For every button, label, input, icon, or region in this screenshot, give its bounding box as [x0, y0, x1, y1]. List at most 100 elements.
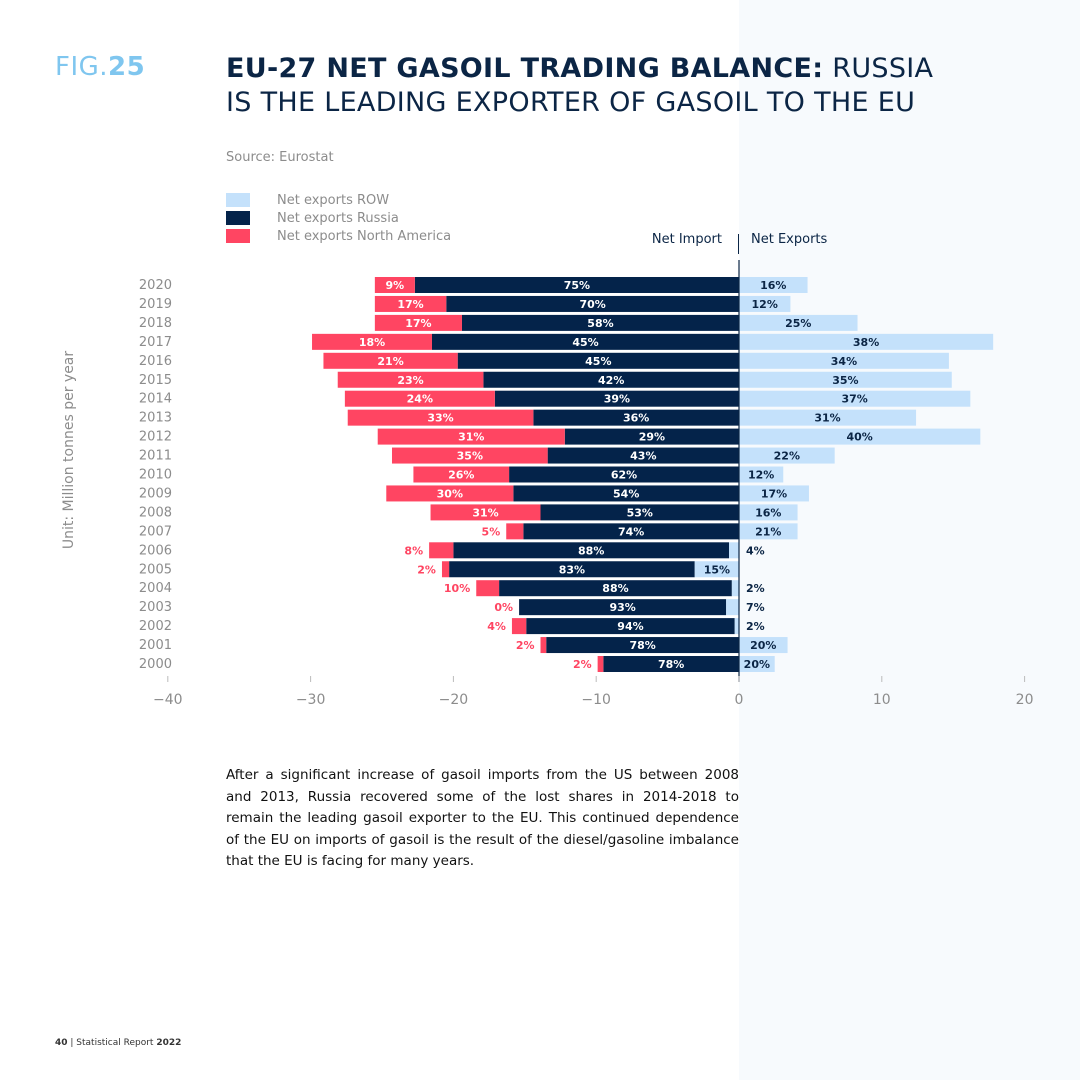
bar-north-america	[511, 618, 527, 635]
bar-russia	[446, 295, 739, 312]
bar-north-america	[597, 656, 604, 672]
net-exports-header: Net Exports	[751, 232, 828, 247]
figure-number: FIG.25	[55, 52, 146, 82]
data-label-russia: 74%	[618, 525, 644, 538]
bar-russia	[547, 447, 739, 464]
footer-page-number: 40	[55, 1038, 68, 1048]
data-label-north-america: 4%	[487, 620, 506, 633]
bar-north-america	[506, 523, 524, 540]
category-label: 2001	[139, 638, 172, 653]
bar-row	[739, 295, 791, 312]
x-tick-label: 20	[1016, 692, 1034, 708]
x-tick-label: −40	[153, 692, 183, 708]
data-label-north-america: 26%	[448, 469, 474, 482]
data-label-north-america: 21%	[377, 355, 403, 368]
data-label-row: 2%	[746, 620, 765, 633]
data-label-russia: 58%	[587, 317, 613, 330]
bar-russia	[533, 409, 739, 426]
bar-russia	[499, 580, 732, 597]
data-label-row: 17%	[761, 487, 787, 500]
bar-north-america	[323, 352, 458, 369]
data-label-north-america: 0%	[494, 601, 513, 614]
legend-swatch-russia	[226, 211, 250, 225]
bar-russia	[523, 523, 739, 540]
data-label-russia: 42%	[598, 374, 624, 387]
data-label-russia: 93%	[609, 601, 635, 614]
right-background-panel	[739, 0, 1080, 1080]
legend-item-north-america: Net exports North America	[226, 227, 451, 245]
bar-row	[739, 504, 798, 521]
import-export-divider	[738, 234, 739, 254]
data-label-north-america: 9%	[386, 279, 405, 292]
legend-item-russia: Net exports Russia	[226, 209, 451, 227]
legend-label-north-america: Net exports North America	[277, 228, 452, 244]
data-label-north-america: 17%	[405, 317, 431, 330]
data-label-north-america: 33%	[427, 412, 453, 425]
bar-chart: 2020 75% 9% 16% 2019 70% 17% 12% 2018 58% 17% 25% 20…	[139, 260, 1034, 708]
data-label-row: 40%	[846, 431, 872, 444]
category-label: 2012	[139, 430, 172, 445]
data-label-north-america: 30%	[437, 487, 463, 500]
category-label: 2005	[139, 562, 172, 577]
bar-row	[739, 466, 784, 483]
footer-year: 2022	[156, 1038, 182, 1048]
data-label-row: 20%	[750, 639, 776, 652]
data-label-row: 7%	[746, 601, 765, 614]
bar-russia	[564, 428, 739, 445]
category-label: 2003	[139, 600, 172, 615]
data-label-north-america: 18%	[359, 336, 385, 349]
bar-row	[739, 428, 981, 445]
legend-swatch-row	[226, 193, 250, 207]
bar-russia	[461, 314, 739, 331]
bar-north-america	[312, 333, 432, 350]
bar-row	[739, 637, 788, 654]
data-label-russia: 53%	[627, 506, 653, 519]
data-label-north-america: 2%	[516, 639, 535, 652]
data-label-north-america: 23%	[397, 374, 423, 387]
bar-russia	[513, 485, 739, 502]
category-label: 2000	[139, 657, 172, 672]
bar-north-america	[413, 466, 510, 483]
category-label: 2011	[139, 449, 172, 464]
data-label-row: 38%	[853, 336, 879, 349]
data-label-row: 4%	[746, 544, 765, 557]
category-label: 2013	[139, 411, 172, 426]
data-label-row: 16%	[755, 506, 781, 519]
legend-label-row: Net exports ROW	[277, 192, 390, 208]
data-label-row: 35%	[832, 374, 858, 387]
data-label-row: 15%	[704, 563, 730, 576]
data-label-row: 16%	[760, 279, 786, 292]
data-label-row: 21%	[755, 525, 781, 538]
data-label-russia: 75%	[564, 279, 590, 292]
bar-north-america	[429, 542, 454, 559]
bar-row	[734, 618, 739, 635]
bar-north-america	[430, 504, 541, 521]
bar-row	[739, 333, 994, 350]
bar-row	[739, 314, 858, 331]
bar-north-america	[391, 447, 548, 464]
category-label: 2016	[139, 354, 172, 369]
bar-row	[729, 542, 739, 559]
category-label: 2019	[139, 297, 172, 312]
data-label-row: 31%	[814, 412, 840, 425]
category-label: 2009	[139, 486, 172, 501]
data-label-russia: 94%	[617, 620, 643, 633]
data-label-north-america: 17%	[397, 298, 423, 311]
category-label: 2004	[139, 581, 172, 596]
data-label-russia: 54%	[613, 487, 639, 500]
bar-row	[739, 523, 798, 540]
bar-north-america	[377, 428, 565, 445]
bar-row	[739, 409, 917, 426]
data-label-row: 2%	[746, 582, 765, 595]
bar-north-america	[347, 409, 534, 426]
footer: 40 | Statistical Report 2022	[55, 1038, 181, 1048]
data-label-russia: 36%	[623, 412, 649, 425]
bar-north-america	[374, 277, 415, 293]
footer-report-name: | Statistical Report	[67, 1038, 157, 1048]
bar-row	[726, 599, 739, 616]
bar-row	[739, 390, 971, 407]
bar-row	[739, 447, 835, 464]
data-label-russia: 45%	[572, 336, 598, 349]
data-label-row: 20%	[744, 658, 770, 671]
bar-russia	[526, 618, 735, 635]
